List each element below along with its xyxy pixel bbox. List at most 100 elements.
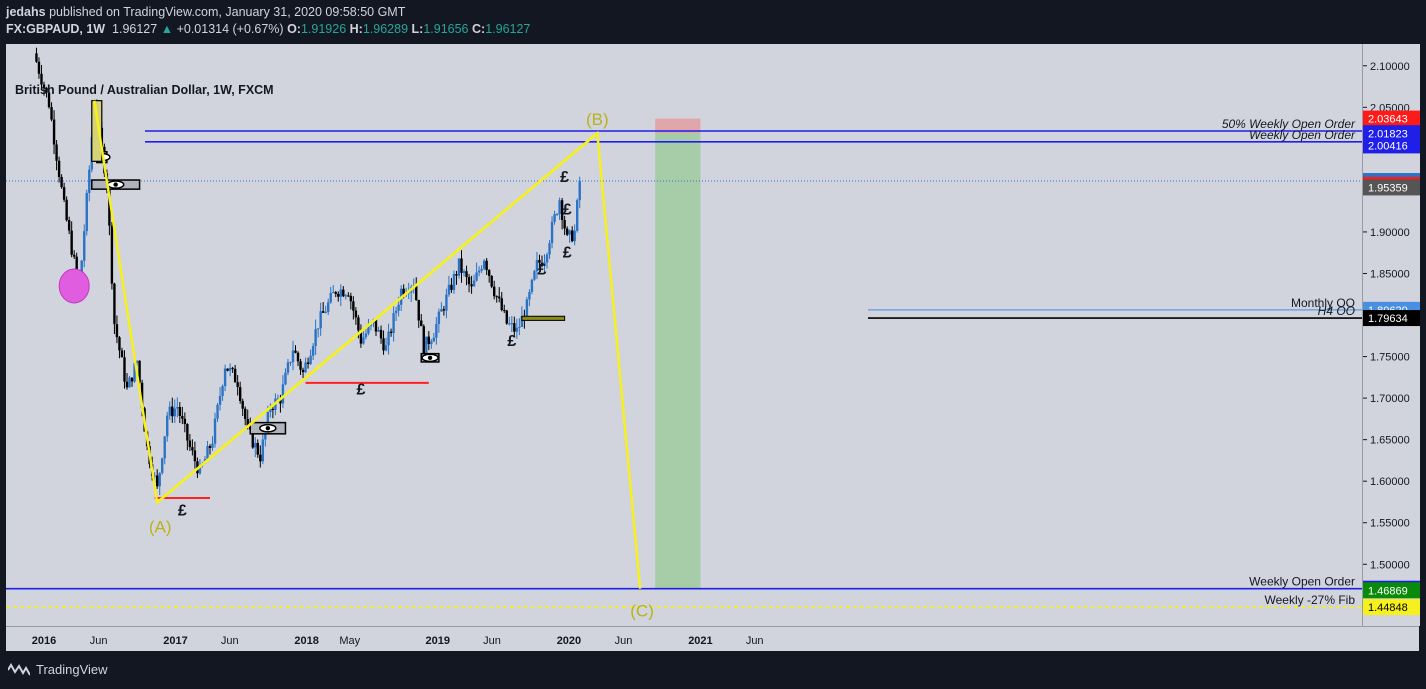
- open-value: 1.91926: [300, 22, 347, 36]
- author-name[interactable]: jedahs: [6, 5, 46, 19]
- candle-body: [299, 361, 302, 370]
- candle-body: [306, 362, 310, 365]
- wave-lines: (A) (B) (C): [93, 100, 654, 621]
- chart-canvas[interactable]: £££££££ (A)(B)(C) 50% Weekly Open OrderW…: [6, 44, 1362, 626]
- candle-body: [108, 186, 111, 226]
- candle-body: [181, 415, 184, 419]
- candle-body: [342, 289, 345, 297]
- candle-body: [301, 369, 305, 373]
- y-tick-label: 1.60000: [1370, 476, 1410, 488]
- pound-icon: £: [563, 245, 572, 262]
- level-label: Monthly OO: [1291, 296, 1355, 310]
- candle-body: [359, 330, 363, 344]
- candle-body: [425, 336, 428, 356]
- candle-body: [513, 323, 516, 332]
- candle-body: [155, 475, 159, 487]
- price-label-bg: [1363, 110, 1420, 127]
- candle-body: [387, 331, 390, 346]
- candle-body: [576, 200, 579, 231]
- candle-body: [186, 424, 189, 441]
- candle-body: [309, 355, 312, 365]
- level-label: Weekly Open Order: [1249, 128, 1356, 142]
- candle-body: [83, 231, 86, 261]
- candle-body: [455, 274, 458, 276]
- candle-body: [324, 311, 327, 313]
- candle-body: [62, 187, 66, 200]
- x-tick-label: Jun: [746, 635, 764, 647]
- candle-body: [279, 398, 282, 404]
- candle-body: [40, 73, 43, 85]
- candle-body: [543, 262, 546, 266]
- change-value: +0.01314 (+0.67%): [176, 22, 284, 36]
- target-zone: [655, 133, 701, 589]
- wave-ab-line: [156, 132, 599, 504]
- candle-body: [321, 311, 325, 313]
- candle-body: [417, 299, 420, 321]
- price-label: 1.44848: [1368, 602, 1408, 614]
- price-axis-canvas[interactable]: 2.100002.050002.000001.950001.900001.850…: [1363, 44, 1420, 626]
- candle-body: [289, 362, 292, 364]
- candle-body: [52, 119, 56, 145]
- candle-body: [347, 295, 350, 297]
- candle-body: [467, 277, 471, 285]
- candle-body: [314, 329, 317, 347]
- chart-pane[interactable]: £ £ £ £ £ £ £ (A) (B) (C) 50% Weekly Open Order W…: [6, 44, 1362, 626]
- candle-body: [173, 408, 176, 417]
- candle-body: [113, 283, 116, 325]
- candle-body: [45, 87, 48, 93]
- candle-body: [487, 270, 491, 276]
- candle-body: [334, 292, 337, 294]
- candle-body: [256, 442, 259, 455]
- candle-body: [555, 214, 559, 216]
- tradingview-logo[interactable]: TradingView: [8, 662, 108, 677]
- candle-body: [465, 271, 468, 278]
- candle-body: [445, 294, 448, 311]
- candle-body: [427, 336, 431, 345]
- candle-body: [382, 338, 385, 351]
- candle-body: [211, 443, 214, 448]
- candle-body: [462, 271, 466, 273]
- time-axis[interactable]: 2016 Jun 2017 Jun 2018 May 2019 Jun 2020 Jun 2021 J…: [6, 626, 1419, 651]
- symbol-label[interactable]: FX:GBPAUD, 1W: [6, 22, 106, 36]
- y-tick-label: 1.70000: [1370, 393, 1410, 405]
- pound-icon: £: [560, 169, 569, 186]
- candle-body: [437, 311, 441, 325]
- price-axis[interactable]: 2.100002.050002.000001.950001.900001.850…: [1362, 44, 1420, 626]
- candle-body: [565, 228, 569, 235]
- high-value: 1.96289: [362, 22, 409, 36]
- candle-body: [349, 295, 353, 302]
- candle-body: [42, 84, 46, 88]
- candle-body: [254, 442, 257, 448]
- candle-body: [70, 230, 73, 255]
- candle-body: [490, 275, 493, 287]
- candle-body: [394, 310, 398, 314]
- candle-body: [50, 107, 53, 120]
- x-tick-label: May: [339, 635, 360, 647]
- pound-icon: £: [178, 503, 187, 520]
- price-label: 2.03643: [1368, 114, 1408, 126]
- high-label: H:: [349, 22, 363, 36]
- close-label: C:: [472, 22, 486, 36]
- ohlc-legend: FX:GBPAUD, 1W 1.96127 ▲ +0.01314 (+0.67%…: [6, 22, 530, 36]
- brand-name: TradingView: [36, 662, 108, 677]
- time-axis-canvas[interactable]: 2016 Jun 2017 Jun 2018 May 2019 Jun 2020 Jun 2021 J…: [6, 627, 1419, 651]
- candle-body: [60, 177, 63, 188]
- candle-body: [166, 415, 169, 437]
- candle-body: [72, 254, 76, 257]
- candle-body: [472, 280, 476, 287]
- candle-body: [550, 221, 554, 244]
- price-label-bg: [1363, 310, 1420, 327]
- candle-body: [563, 219, 566, 229]
- wave-label: (C): [630, 602, 654, 621]
- candle-body: [183, 418, 187, 425]
- candle-body: [379, 329, 383, 339]
- candle-body: [339, 289, 342, 297]
- candle-body: [244, 408, 247, 419]
- x-tick-label: Jun: [483, 635, 501, 647]
- candle-body: [178, 407, 182, 416]
- candle-body: [128, 377, 131, 388]
- candle-body: [520, 316, 524, 327]
- candle-body: [485, 260, 488, 271]
- h4-zone: [521, 315, 566, 321]
- candle-body: [505, 310, 508, 324]
